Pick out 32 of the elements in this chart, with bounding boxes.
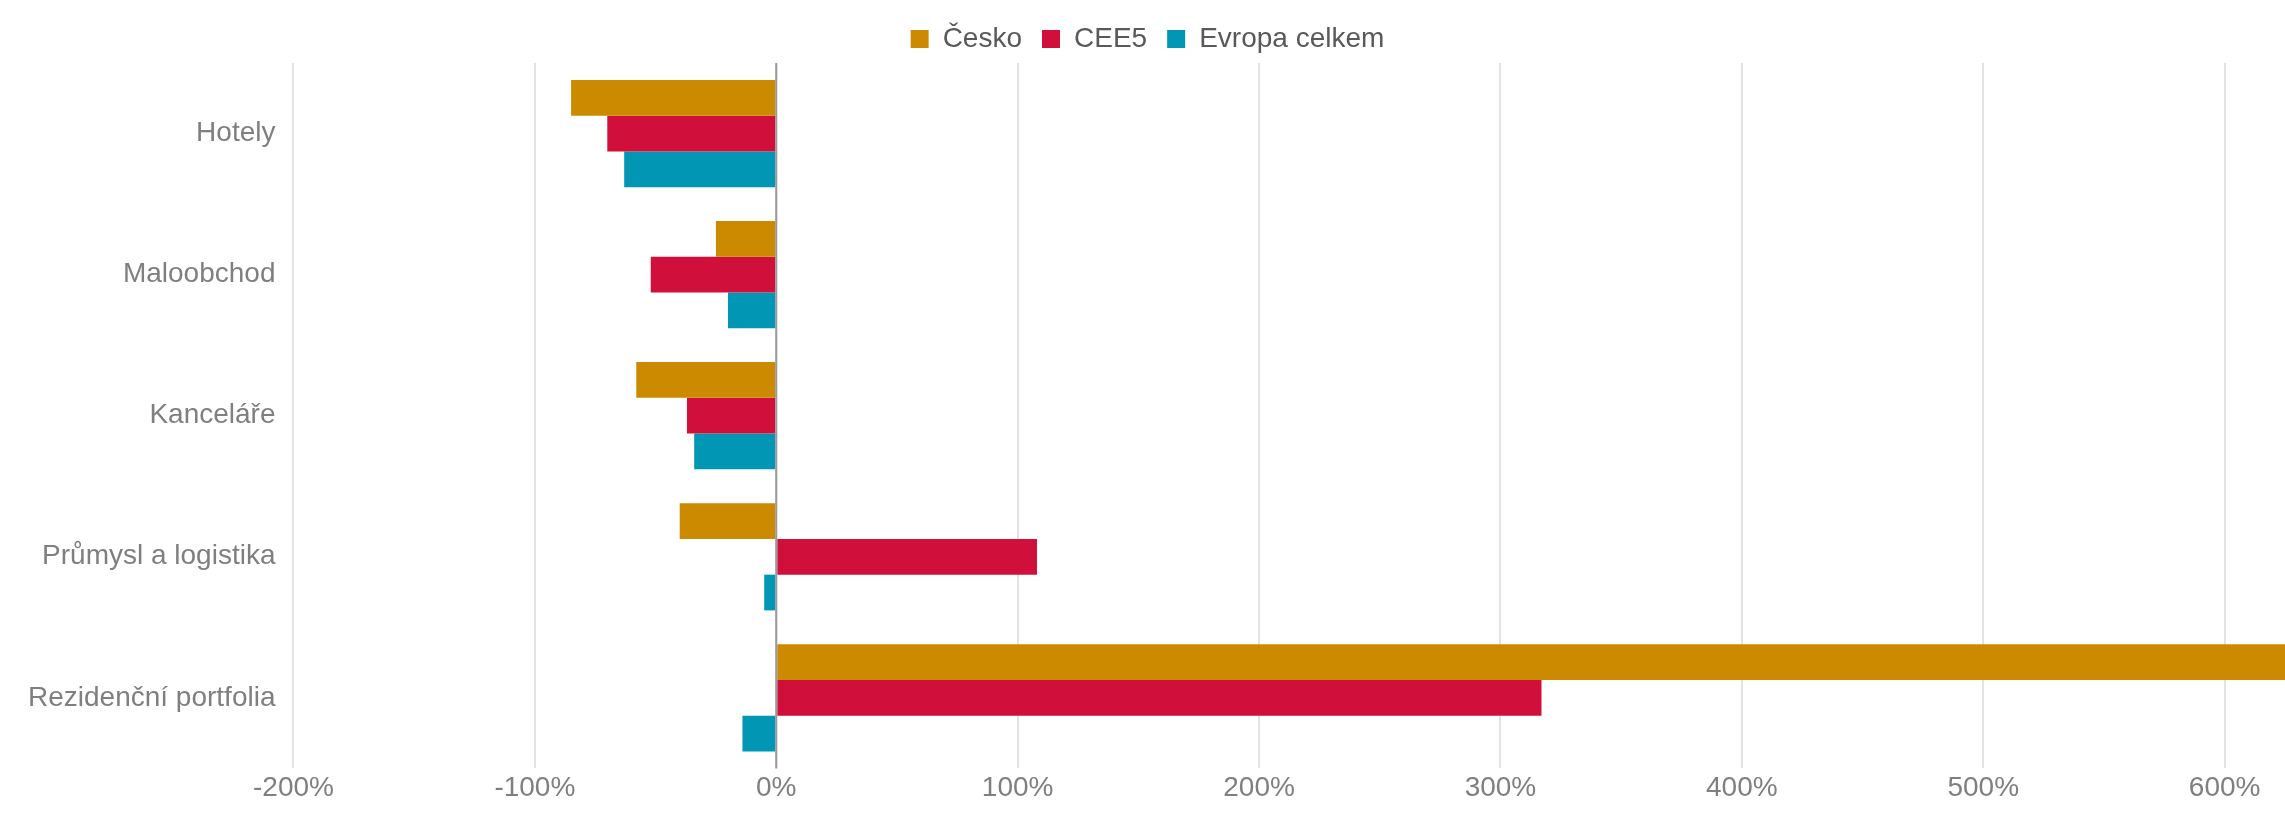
x-tick-label: 600% [2188, 770, 2261, 802]
y-tick-label: Maloobchod [122, 257, 276, 289]
bar [777, 679, 1542, 716]
bar [571, 79, 776, 116]
x-tick-label: 300% [1464, 770, 1537, 802]
legend-label: Česko [942, 21, 1023, 53]
x-tick-label: 200% [1223, 770, 1295, 802]
bar [727, 292, 776, 329]
bar [694, 433, 776, 470]
x-tick-label: -200% [253, 770, 334, 802]
bar [777, 538, 1037, 575]
bar [624, 151, 776, 188]
x-tick-label: 100% [981, 770, 1054, 802]
y-tick-label: Rezidenční portfolia [27, 680, 276, 712]
bar [650, 256, 776, 293]
bar [742, 715, 776, 752]
x-tick-label: 0% [756, 770, 797, 802]
x-tick-label: -100% [494, 770, 576, 802]
bar [636, 362, 776, 398]
y-tick-label: Hotely [196, 116, 276, 148]
bar [715, 221, 776, 257]
bar [679, 503, 776, 539]
bar [686, 397, 776, 434]
bar [764, 574, 776, 611]
y-tick-label: Průmysl a logistika [42, 539, 276, 571]
legend-label: CEE5 [1074, 21, 1148, 53]
bar [777, 644, 2285, 680]
x-tick-label: 500% [1947, 770, 2020, 802]
bar [607, 115, 776, 152]
legend-label: Evropa celkem [1199, 21, 1385, 53]
x-tick-label: 400% [1706, 770, 1778, 802]
y-tick-label: Kanceláře [149, 398, 276, 430]
